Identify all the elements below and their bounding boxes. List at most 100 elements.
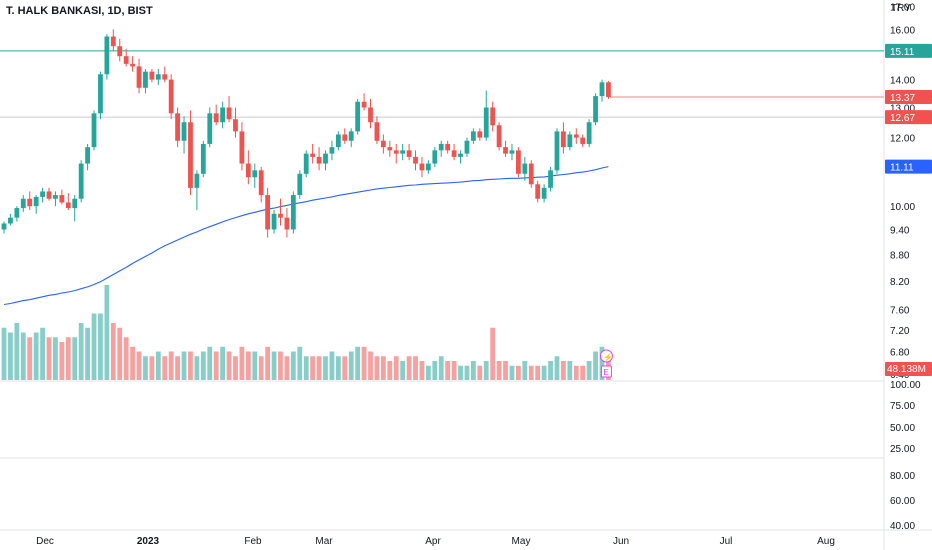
candle-body [541,187,547,199]
candle-body [181,122,187,141]
volume-bar [265,346,271,380]
oscillator2-tick-label: 80.00 [890,471,915,482]
price-tick-label: 10.00 [890,202,915,213]
candle-body [46,191,52,199]
volume-bar [329,351,335,380]
volume-bar [104,285,110,380]
candle-body [213,113,219,123]
candle-body [98,74,103,114]
candle-body [310,153,316,157]
volume-bar [98,313,103,380]
volume-bar [400,361,406,380]
candle-body [509,150,515,154]
candle-body [194,173,200,188]
moving-average-price-label [885,159,932,174]
candle-body [162,74,168,80]
candle-body [316,156,322,164]
volume-bar [155,351,161,380]
volume-bar [393,356,399,380]
candle-body [72,198,78,209]
candle-body [561,131,566,148]
candle-body [290,195,296,230]
moving-average-line [3,166,609,306]
volume-bar [470,361,476,380]
volume-bar [361,346,367,380]
price-tick-label: 8.80 [890,250,910,261]
volume-bar [207,346,213,380]
candle-body [393,150,399,154]
candle-body [419,163,425,171]
volume-bar [53,337,58,380]
candle-body [258,170,264,196]
candle-body [303,153,309,174]
candle-body [432,150,438,164]
volume-bar [8,332,13,380]
volume-bar [252,351,258,380]
dividend-event-glyph: ⚡ [603,352,613,362]
volume-bar [528,365,534,380]
candle-body [149,71,155,80]
candle-body [40,191,45,197]
candle-body [175,113,181,141]
candle-body [329,147,335,154]
volume-bar [194,356,200,380]
volume-bar [380,356,386,380]
currency-label: TRY [891,3,911,14]
volume-bar [335,356,341,380]
candle-body [483,107,489,138]
volume-bar [310,356,316,380]
candle-body [104,36,110,75]
volume-bar [143,356,148,380]
volume-bar [477,365,483,380]
volume-bar [20,332,26,380]
volume-bar [91,313,97,380]
candle-body [278,213,283,218]
volume-bar [541,365,547,380]
chart-title: T. HALK BANKASI, 1D, BIST [6,5,153,17]
price-tick-label: 13.00 [890,103,915,114]
earnings-event-icon [600,365,612,378]
volume-bar [522,361,528,380]
time-tick-label: Mar [315,536,333,547]
candle-body [323,153,328,164]
candle-body [406,150,412,157]
candle-body [14,208,20,218]
volume-bar [419,361,425,380]
prev-level-price-label [885,110,932,125]
volume-bar [342,356,348,380]
candle-body [284,217,290,230]
volume-bar [567,361,573,380]
volume-bar [348,351,354,380]
price-tick-label: 7.20 [890,326,910,337]
candle-body [20,198,26,209]
candle-body [380,140,386,148]
volume-bar [445,361,451,380]
resistance-price-label [885,43,932,58]
candle-body [361,101,367,108]
time-tick-label: Jun [613,536,629,547]
candle-body [580,137,586,144]
volume-bar [78,323,84,380]
candle-body [348,131,354,141]
volume-bar [123,337,129,380]
candle-body [271,213,277,230]
volume-bar [316,356,322,380]
candle-body [573,134,579,138]
volume-bar [496,361,502,380]
volume-bar [85,327,90,380]
candle-body [265,195,271,230]
volume-bar [40,327,45,380]
candle-body [554,131,560,171]
volume-bar [239,346,245,380]
volume-bar [573,365,579,380]
candle-body [355,101,361,132]
candle-body [59,195,65,203]
volume-bar [387,361,393,380]
volume-bar [110,323,116,380]
volume-label [885,362,932,376]
candle-body [528,163,534,185]
oscillator2-tick-label: 60.00 [890,496,915,507]
candle-body [226,107,232,120]
price-tick-label: 17.00 [890,3,915,14]
